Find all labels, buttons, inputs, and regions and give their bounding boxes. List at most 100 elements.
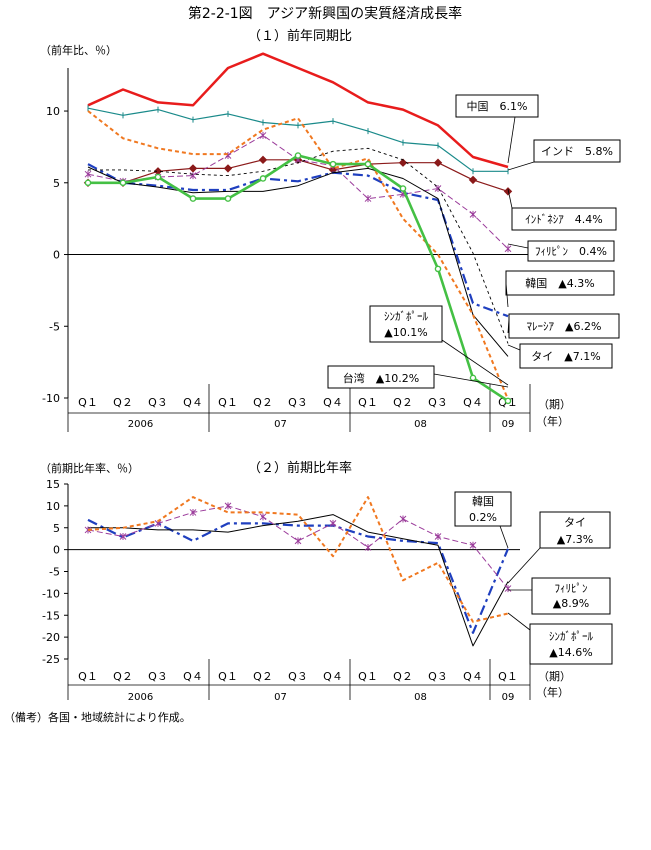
data-point [258,155,268,165]
data-point [294,152,302,159]
data-point [434,533,442,540]
series-line [87,505,509,589]
x-tick-label: Q４ [463,670,483,683]
leader-line [507,344,521,351]
series-5 [88,147,509,344]
year-label: 08 [414,419,427,430]
data-point [364,543,372,551]
leader-line [499,525,509,549]
y-tick-label: -5 [49,566,60,579]
year-label: 07 [274,692,287,700]
data-point [188,164,198,173]
data-point [329,519,337,527]
label-box [511,207,617,231]
chart-panel-1: （１）前年同期比 （前年比、％） 10 5 0 -5 -10 Q１ Q２ Q３ Q４ Q１ Q２ Q３ Q４… [40,28,621,432]
x-tick-label: Q１ [358,670,378,683]
series-label: ▲7.3% [557,533,593,546]
year-label: 2006 [128,692,153,700]
data-point [469,541,477,549]
year-label: 09 [502,692,515,700]
data-point [433,158,443,167]
data-point [119,533,127,540]
y-tick-label: 10 [46,500,60,513]
label-box [527,240,615,262]
y-tick-label: 0 [53,249,60,262]
label-box [455,94,539,118]
data-point [84,170,92,178]
annotations: 韓国 0.2% タイ ▲7.3% ﾌｨﾘﾋﾟﾝ ▲8.9% ｼﾝｶﾞﾎﾟｰﾙ ▲14.6% [454,491,613,665]
data-point [259,513,267,521]
x-tick-label: Q１ [78,670,98,683]
year-label: 07 [274,419,287,430]
period-label: （期） [538,670,571,683]
y-tick-label: -25 [42,653,60,666]
x-tick-label: Q１ [218,670,238,683]
data-point [259,131,267,139]
series-2 [84,502,512,593]
annotations: 中国 6.1% インド 5.8% ｲﾝﾄﾞﾈｼｱ 4.4% ﾌｨﾘﾋﾟﾝ 0.4% 韓国… [327,94,621,389]
label-box [454,491,512,527]
y-tick-label: -20 [42,631,60,644]
data-point [434,265,442,273]
leader-line [441,339,509,386]
data-point [469,374,477,382]
series-label: 0.2% [469,511,497,524]
series-line [87,496,509,623]
leader-line [507,612,531,631]
series-6 [87,166,509,357]
leader-line [507,188,513,209]
x-tick-label: Q２ [393,396,413,409]
y-tick-label: 10 [46,105,60,118]
data-point [504,585,512,593]
y-axis-label: （前期比年率、％） [40,461,139,475]
label-box [508,313,620,339]
series-label: 中国 6.1% [467,100,528,113]
series-0 [87,518,510,634]
series-label: ｼﾝｶﾞﾎﾟｰﾙ [384,310,428,323]
label-box [369,305,443,343]
x-tick-label: Q４ [323,670,343,683]
y-axis-label: （前年比、％） [40,43,117,57]
data-point [154,173,162,181]
x-axis: Q１Q２Q３Q４Q１Q２Q３Q４Q１Q２Q３Q４Q１2006070809（期）（… [67,384,571,432]
series-label: タイ ▲7.1% [531,350,600,363]
data-point [294,537,302,545]
series-label: ▲8.9% [553,597,589,610]
series-label: ﾏﾚｰｼｱ ▲6.2% [527,320,602,333]
label-box [533,139,621,163]
leader-line [507,161,535,171]
data-point [468,175,478,185]
data-point [223,164,233,173]
x-tick-label: Q１ [218,396,238,409]
data-point [364,160,372,168]
year-label: 09 [502,419,515,430]
y-tick-label: -10 [42,587,60,600]
x-tick-label: Q４ [323,396,343,409]
y-tick-label: -10 [42,392,60,405]
series-label: ▲10.1% [384,326,427,339]
x-tick-label: Q３ [428,396,448,409]
x-tick-label: Q３ [288,670,308,683]
data-point [224,195,232,202]
leader-line [507,243,529,249]
y-tick-label: -15 [42,609,60,622]
x-tick-label: Q１ [78,396,98,409]
x-tick-label: Q３ [148,670,168,683]
data-point [399,185,407,192]
label-box [531,577,611,615]
series-line [87,52,509,169]
x-tick-label: Q２ [253,670,273,683]
data-point [398,158,408,167]
data-point [84,526,92,534]
label-box [327,365,435,389]
data-point [364,195,372,203]
leader-line [507,547,541,584]
y-tick-label: 5 [53,177,60,190]
series-line [87,110,509,400]
year-unit-label: （年） [536,414,569,428]
period-label: （期） [538,398,571,411]
series-label: ﾌｨﾘﾋﾟﾝ [555,582,588,595]
data-point [399,515,407,523]
